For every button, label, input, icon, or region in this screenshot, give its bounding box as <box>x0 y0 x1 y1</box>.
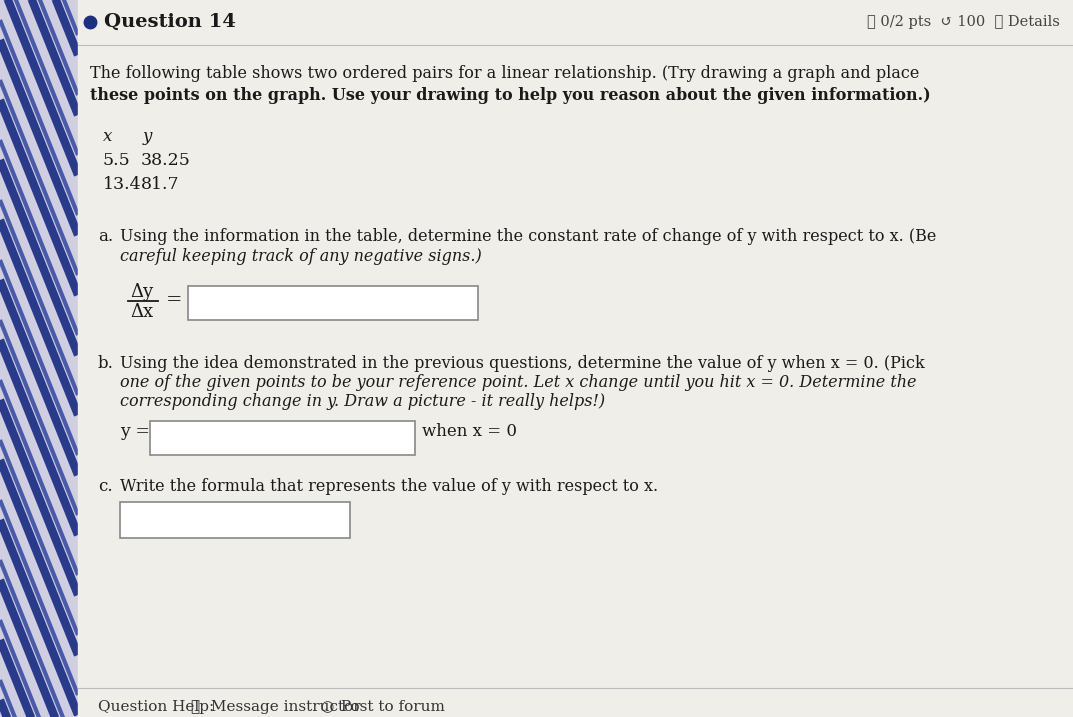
Text: 38.25: 38.25 <box>141 152 191 169</box>
Text: corresponding change in y. Draw a picture - it really helps!): corresponding change in y. Draw a pictur… <box>120 393 605 410</box>
Text: Using the information in the table, determine the constant rate of change of y w: Using the information in the table, dete… <box>120 228 937 245</box>
Text: a.: a. <box>98 228 113 245</box>
Text: Question 14: Question 14 <box>104 13 236 31</box>
Text: when x = 0: when x = 0 <box>422 423 517 440</box>
Text: Write the formula that represents the value of y with respect to x.: Write the formula that represents the va… <box>120 478 658 495</box>
Text: Question Help:: Question Help: <box>98 700 215 714</box>
Text: ○: ○ <box>320 700 334 714</box>
Text: b.: b. <box>98 355 114 372</box>
Text: y: y <box>143 128 152 145</box>
Text: =: = <box>166 291 182 309</box>
Text: 81.7: 81.7 <box>141 176 179 193</box>
Text: x: x <box>103 128 113 145</box>
Text: Using the idea demonstrated in the previous questions, determine the value of y : Using the idea demonstrated in the previ… <box>120 355 925 372</box>
FancyBboxPatch shape <box>120 502 350 538</box>
Text: ☒: ☒ <box>190 700 200 714</box>
Text: careful keeping track of any negative signs.): careful keeping track of any negative si… <box>120 248 482 265</box>
Bar <box>0 0 78 717</box>
Text: Message instructor: Message instructor <box>206 700 361 714</box>
Text: The following table shows two ordered pairs for a linear relationship. (Try draw: The following table shows two ordered pa… <box>90 65 920 82</box>
FancyBboxPatch shape <box>150 421 415 455</box>
Text: c.: c. <box>98 478 113 495</box>
Text: these points on the graph. Use your drawing to help you reason about the given i: these points on the graph. Use your draw… <box>90 87 930 104</box>
Text: one of the given points to be your reference point. Let x change until you hit x: one of the given points to be your refer… <box>120 374 916 391</box>
Text: Δy: Δy <box>130 283 153 301</box>
Text: 5.5: 5.5 <box>103 152 131 169</box>
Text: 13.4: 13.4 <box>103 176 142 193</box>
Text: Δx: Δx <box>130 303 153 321</box>
FancyBboxPatch shape <box>188 286 477 320</box>
Text: y =: y = <box>120 423 150 440</box>
Text: ☒ 0/2 pts  ↺ 100  ⓘ Details: ☒ 0/2 pts ↺ 100 ⓘ Details <box>867 15 1060 29</box>
Text: Post to forum: Post to forum <box>336 700 445 714</box>
